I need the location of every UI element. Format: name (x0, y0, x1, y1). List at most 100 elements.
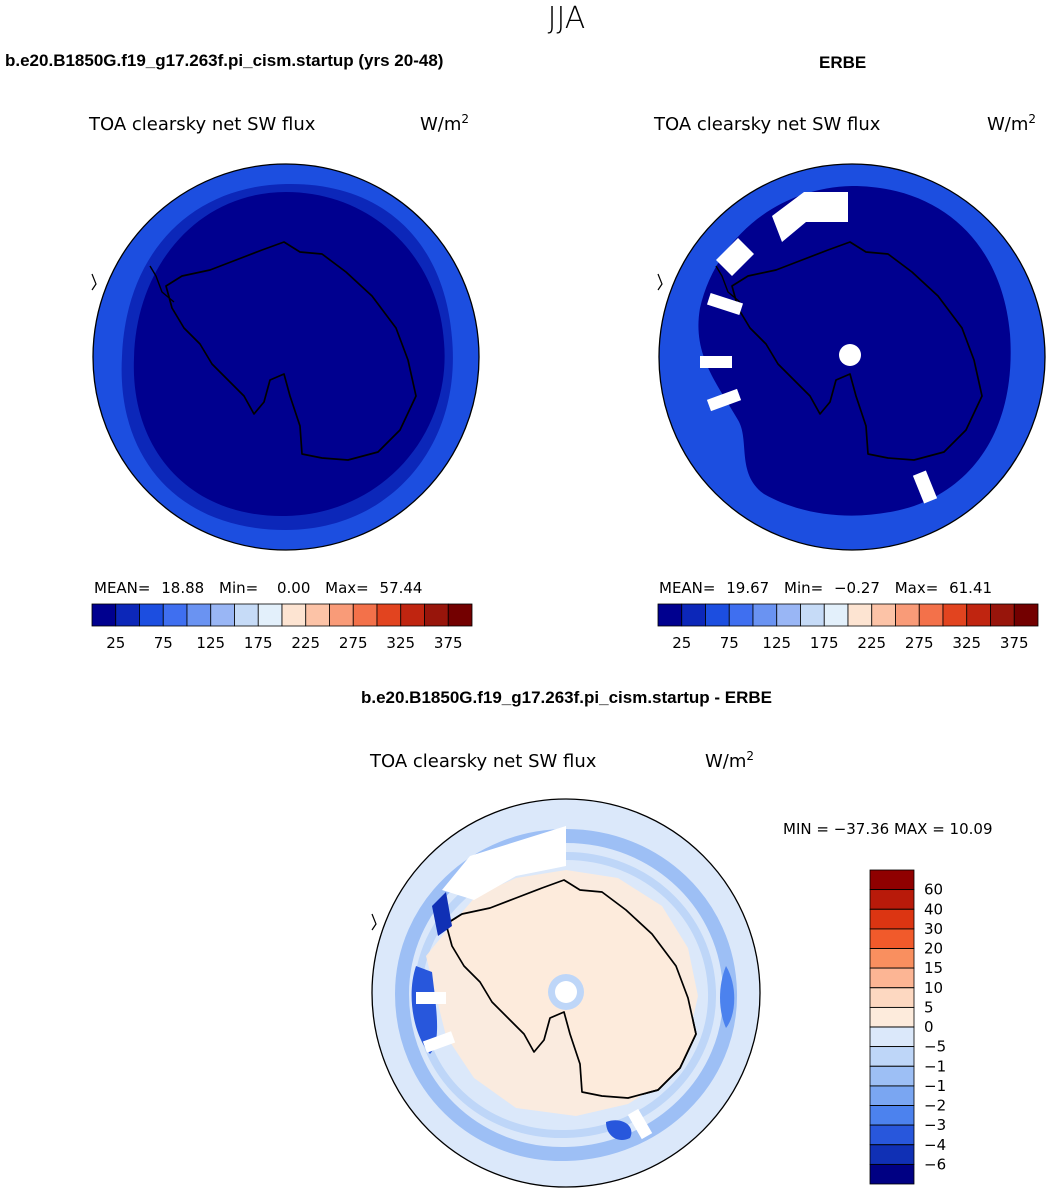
obs-colorbar-tick-label: 225 (857, 634, 886, 652)
obs-colorbar-tick-label: 25 (672, 634, 691, 652)
model-colorbar-swatch (210, 603, 235, 627)
obs-colorbar-swatch (966, 603, 991, 627)
obs-mean-label: MEAN= (659, 579, 716, 597)
model-min-label: Min= (219, 579, 259, 597)
diff-colorbar-swatch (869, 1046, 915, 1067)
diff-colorbar-swatch (869, 908, 915, 930)
obs-colorbar-swatch (776, 603, 801, 627)
model-colorbar-tick-label: 25 (106, 634, 125, 652)
model-colorbar-swatch (424, 603, 449, 627)
obs-colorbar-tick-label: 325 (952, 634, 981, 652)
model-colorbar-swatch (329, 603, 354, 627)
obs-variable-label: TOA clearsky net SW flux (654, 114, 881, 135)
obs-colorbar-swatch (705, 603, 730, 627)
model-colorbar-swatch (91, 603, 117, 627)
diff-colorbar-tick-label: 10 (924, 979, 943, 997)
model-colorbar-swatch (115, 603, 140, 627)
diff-map (371, 798, 761, 1188)
obs-units: W/m (987, 114, 1029, 135)
model-colorbar-tick-label: 225 (291, 634, 320, 652)
diff-colorbar-tick-label: 40 (924, 900, 943, 918)
diff-colorbar-tick-label: −30 (924, 1116, 946, 1134)
diff-panel-title: b.e20.B1850G.f19_g17.263f.pi_cism.startu… (360, 688, 772, 707)
obs-colorbar-swatch (918, 603, 944, 627)
obs-missing-data-gap (716, 238, 754, 276)
obs-south-america-coastline (657, 273, 663, 291)
obs-max-label: Max= (894, 579, 939, 597)
model-units-label: W/m2 (420, 112, 469, 135)
model-colorbar-swatch (447, 603, 473, 627)
model-units-exponent: 2 (461, 112, 470, 126)
obs-colorbar-swatch (800, 603, 825, 627)
obs-colorbar-tick-label: 275 (905, 634, 934, 652)
diff-missing-data-gap (442, 826, 566, 900)
obs-colorbar: 25 75 125 175 225 275 325 375 (657, 603, 1039, 652)
model-colorbar-tick-label: 175 (244, 634, 273, 652)
obs-panel-title: ERBE (819, 53, 867, 72)
model-colorbar-swatch (400, 603, 425, 627)
obs-colorbar-tick-label: 375 (1000, 634, 1029, 652)
obs-max-value: 61.41 (949, 579, 993, 597)
model-peninsula-coastline (149, 265, 175, 303)
model-colorbar-swatch (305, 603, 330, 627)
obs-colorbar-swatch (657, 603, 683, 627)
model-colorbar-tick-label: 75 (154, 634, 173, 652)
obs-missing-data-gap (706, 388, 742, 412)
diff-colorbar-swatch (869, 889, 915, 910)
diff-colorbar-tick-label: 0 (924, 1018, 934, 1036)
diff-colorbar-tick-label: −40 (924, 1136, 946, 1154)
diff-colorbar-tick-label: −20 (924, 1097, 946, 1115)
diff-colorbar-tick-label: 20 (924, 940, 943, 958)
obs-colorbar-swatch (823, 603, 849, 627)
diff-colorbar-tick-label: −15 (924, 1077, 946, 1095)
model-colorbar-swatch (234, 603, 259, 627)
model-colorbar-swatch (186, 603, 212, 627)
diff-colorbar-swatch (869, 1105, 915, 1126)
model-colorbar-tick-label: 325 (386, 634, 415, 652)
model-south-america-coastline (91, 273, 97, 291)
model-panel-title: b.e20.B1850G.f19_g17.263f.pi_cism.startu… (5, 51, 444, 70)
diff-negative-patch (411, 966, 438, 1054)
diff-south-america-coastline (371, 913, 377, 931)
obs-stats: MEAN= 19.67 Min= −0.27 Max= 61.41 (659, 579, 992, 597)
season-title: JJA (547, 1, 586, 36)
obs-colorbar-tick-label: 175 (810, 634, 839, 652)
diff-units-label: W/m2 (705, 749, 754, 772)
model-colorbar-swatch (257, 603, 283, 627)
model-max-value: 57.44 (379, 579, 423, 597)
diff-missing-data-gap (627, 1108, 653, 1140)
diff-colorbar-tick-label: −60 (924, 1155, 946, 1173)
obs-peninsula-coastline (715, 265, 741, 303)
obs-colorbar-swatch (728, 603, 754, 627)
diff-colorbar-swatch (869, 869, 915, 891)
model-antarctica-coastline (165, 241, 417, 461)
obs-colorbar-tick-label: 75 (720, 634, 739, 652)
obs-colorbar-swatch (942, 603, 968, 627)
diff-colorbar-swatch (869, 948, 915, 969)
model-min-value: 0.00 (276, 579, 311, 597)
diff-colorbar-tick-label: 30 (924, 920, 943, 938)
diff-variable-label: TOA clearsky net SW flux (370, 751, 597, 772)
model-mean-label: MEAN= (94, 579, 151, 597)
diff-colorbar-swatch (869, 1065, 915, 1087)
obs-missing-data-gap (772, 192, 848, 242)
model-colorbar-swatch (281, 603, 307, 627)
obs-min-value: −0.27 (833, 579, 880, 597)
model-units: W/m (420, 114, 462, 135)
obs-map (657, 163, 1046, 551)
diff-colorbar-swatch (869, 1124, 915, 1146)
obs-colorbar-swatch (681, 603, 706, 627)
model-colorbar-swatch (376, 603, 402, 627)
obs-colorbar-tick-label: 125 (762, 634, 791, 652)
obs-units-exponent: 2 (1028, 112, 1037, 126)
model-max-label: Max= (325, 579, 369, 597)
diff-inner-band (413, 851, 717, 1139)
diff-units-exponent: 2 (746, 749, 755, 763)
model-colorbar-tick-label: 275 (339, 634, 368, 652)
obs-colorbar-swatch (752, 603, 778, 627)
diff-antarctica-coastline-outline (445, 879, 697, 1099)
obs-missing-data-gap (706, 293, 744, 315)
diff-units: W/m (705, 751, 747, 772)
obs-units-label: W/m2 (987, 112, 1036, 135)
